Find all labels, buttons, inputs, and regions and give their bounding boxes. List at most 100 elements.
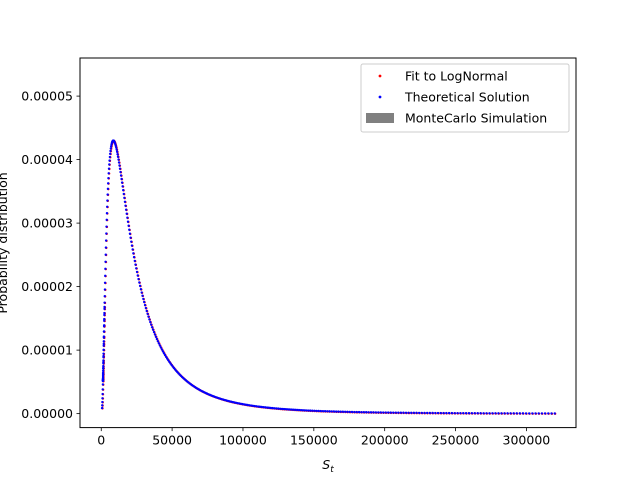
theoretical-point: [102, 324, 106, 327]
theoretical-point: [456, 411, 459, 415]
theoretical-point: [531, 412, 534, 415]
series-fit-to-lognormal: [101, 139, 557, 415]
theoretical-point: [102, 340, 106, 343]
theoretical-point: [280, 407, 284, 411]
theoretical-point: [415, 411, 418, 415]
theoretical-point: [103, 305, 106, 309]
theoretical-point: [103, 295, 106, 298]
axes-frame: [79, 57, 577, 429]
x-tick-label: 0: [97, 433, 105, 448]
theoretical-point: [547, 412, 550, 415]
theoretical-point: [362, 411, 365, 414]
theoretical-point: [164, 355, 168, 358]
theoretical-point: [353, 410, 356, 414]
theoretical-point: [332, 410, 336, 413]
theoretical-point: [503, 412, 506, 415]
theoretical-point: [128, 232, 132, 235]
theoretical-point: [267, 406, 271, 409]
theoretical-point: [130, 244, 134, 247]
x-tick-label: 50000: [152, 433, 192, 448]
theoretical-point: [346, 410, 349, 414]
theoretical-point: [103, 307, 106, 311]
theoretical-point: [127, 224, 130, 227]
theoretical-point: [355, 410, 358, 414]
theoretical-point: [135, 267, 138, 270]
theoretical-point: [326, 410, 329, 413]
theoretical-point: [102, 352, 105, 355]
theoretical-point: [131, 248, 134, 251]
theoretical-point: [163, 353, 167, 357]
x-tick-label: 100000: [219, 433, 267, 448]
theoretical-point: [445, 411, 448, 415]
theoretical-point: [134, 263, 137, 266]
theoretical-point: [290, 408, 294, 411]
theoretical-point: [115, 146, 118, 149]
theoretical-point: [527, 412, 531, 415]
theoretical-point: [149, 320, 152, 324]
theoretical-point: [107, 167, 111, 170]
theoretical-point: [350, 410, 354, 414]
theoretical-point: [103, 313, 106, 317]
x-ticks: 0 50000 100000 150000 200000 250000 300000: [97, 427, 551, 448]
theoretical-point: [109, 149, 112, 153]
legend: Fit to LogNormal Theoretical Solution Mo…: [360, 63, 570, 133]
theoretical-point: [253, 404, 256, 408]
theoretical-point: [101, 397, 104, 400]
theoretical-point: [402, 411, 405, 414]
theoretical-point: [121, 185, 124, 188]
x-axis-label-main: S: [322, 457, 330, 472]
theoretical-point: [104, 239, 108, 242]
theoretical-point: [509, 412, 512, 415]
theoretical-point: [115, 150, 119, 153]
theoretical-point: [311, 409, 314, 412]
y-tick-label: 0.00000: [21, 406, 73, 421]
theoretical-point: [103, 288, 107, 291]
theoretical-point: [258, 405, 261, 408]
theoretical-point: [334, 410, 338, 413]
theoretical-point: [108, 159, 111, 162]
theoretical-point: [117, 158, 120, 161]
theoretical-point: [321, 409, 325, 413]
theoretical-point: [132, 255, 136, 259]
theoretical-point: [462, 411, 465, 415]
theoretical-point: [147, 315, 150, 318]
theoretical-point: [118, 164, 121, 167]
theoretical-point: [412, 411, 416, 415]
theoretical-point: [142, 300, 146, 304]
theoretical-point: [160, 348, 164, 351]
theoretical-point: [104, 267, 107, 271]
theoretical-point: [302, 409, 306, 412]
x-tick-label: 300000: [503, 433, 551, 448]
theoretical-point: [157, 342, 161, 345]
theoretical-point: [394, 411, 397, 414]
y-ticks: 0.00000 0.00001 0.00002 0.00003 0.00004 0.000…: [21, 89, 80, 421]
theoretical-point: [262, 405, 265, 409]
theoretical-point: [102, 366, 105, 370]
theoretical-point: [328, 410, 331, 413]
theoretical-point: [103, 311, 106, 315]
y-tick-label: 0.00003: [21, 216, 73, 231]
theoretical-point: [101, 377, 105, 381]
theoretical-point: [407, 411, 410, 415]
y-axis-label: Probability distribution: [0, 172, 10, 313]
theoretical-point: [119, 170, 122, 174]
theoretical-point: [103, 301, 106, 304]
theoretical-point: [425, 411, 429, 415]
theoretical-point: [256, 405, 260, 408]
theoretical-point: [116, 155, 120, 158]
theoretical-point: [129, 236, 132, 239]
theoretical-point: [317, 409, 320, 413]
theoretical-point: [108, 155, 112, 159]
theoretical-point: [101, 369, 105, 372]
y-tick-label: 0.00002: [21, 279, 73, 294]
theoretical-point: [304, 409, 308, 412]
theoretical-point: [479, 412, 482, 415]
theoretical-point: [515, 412, 518, 415]
theoretical-point: [277, 407, 280, 410]
theoretical-point: [288, 408, 292, 411]
theoretical-point: [284, 408, 288, 411]
theoretical-point: [107, 172, 110, 175]
theoretical-point: [282, 407, 286, 411]
theoretical-point: [102, 336, 106, 339]
theoretical-point: [399, 411, 403, 414]
